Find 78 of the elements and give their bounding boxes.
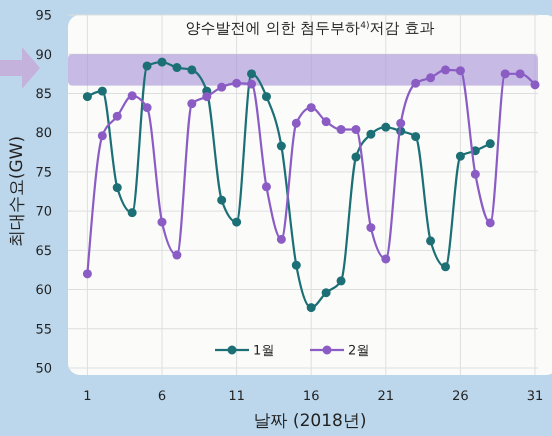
point bbox=[276, 142, 286, 150]
point bbox=[98, 131, 107, 140]
point bbox=[381, 122, 390, 132]
x-tick-label: 6 bbox=[158, 389, 166, 404]
point bbox=[322, 288, 331, 298]
point bbox=[142, 61, 152, 70]
point bbox=[306, 303, 316, 312]
point bbox=[486, 218, 495, 228]
point bbox=[82, 92, 92, 102]
point bbox=[128, 208, 137, 218]
y-tick-label: 80 bbox=[35, 126, 52, 142]
point bbox=[411, 78, 420, 88]
point bbox=[351, 125, 360, 134]
point bbox=[456, 66, 465, 76]
legend-label: 1월 bbox=[253, 344, 274, 359]
point bbox=[396, 118, 406, 128]
point bbox=[82, 269, 92, 278]
y-tick-label: 65 bbox=[35, 244, 52, 259]
y-tick-label: 90 bbox=[35, 48, 52, 63]
point bbox=[98, 86, 107, 96]
point bbox=[500, 69, 510, 78]
point bbox=[262, 182, 271, 192]
point bbox=[440, 65, 450, 74]
point bbox=[292, 118, 301, 128]
x-tick-label: 16 bbox=[302, 389, 320, 404]
point bbox=[336, 276, 346, 286]
point bbox=[172, 250, 182, 260]
point bbox=[172, 63, 182, 72]
point bbox=[262, 92, 271, 102]
point bbox=[142, 103, 152, 112]
y-tick-label: 70 bbox=[35, 204, 52, 220]
point bbox=[336, 125, 346, 134]
y-axis-title: 최대수요(GW) bbox=[7, 136, 27, 248]
y-tick-label: 75 bbox=[35, 165, 52, 180]
point bbox=[440, 262, 450, 272]
point bbox=[187, 99, 196, 108]
point bbox=[217, 82, 226, 92]
point bbox=[351, 152, 360, 162]
x-tick-label: 11 bbox=[228, 389, 245, 404]
point bbox=[247, 69, 256, 78]
point bbox=[426, 236, 436, 246]
point bbox=[322, 117, 331, 126]
point bbox=[112, 183, 122, 192]
x-tick-label: 31 bbox=[526, 389, 544, 404]
point bbox=[247, 80, 256, 89]
chart-title: 양수발전에 의한 첨두부하$^{4)}$저감 효과 bbox=[186, 19, 434, 37]
point bbox=[411, 132, 420, 142]
point bbox=[217, 196, 226, 205]
point bbox=[366, 223, 376, 232]
point bbox=[232, 218, 242, 227]
y-tick-label: 85 bbox=[35, 86, 52, 102]
x-tick-label: 1 bbox=[83, 389, 92, 404]
point bbox=[292, 260, 301, 270]
point bbox=[381, 254, 390, 264]
point bbox=[456, 152, 465, 161]
y-tick-label: 55 bbox=[35, 322, 52, 338]
point bbox=[426, 73, 436, 82]
point bbox=[530, 80, 540, 90]
point bbox=[158, 58, 166, 67]
x-tick-label: 21 bbox=[378, 389, 394, 404]
y-tick-label: 50 bbox=[35, 362, 52, 377]
x-axis-title: 날짜 (2018년) bbox=[254, 411, 366, 431]
point bbox=[202, 92, 212, 102]
point bbox=[486, 139, 495, 148]
point bbox=[470, 170, 480, 179]
point bbox=[187, 65, 196, 74]
point bbox=[366, 130, 376, 139]
point bbox=[158, 218, 166, 227]
legend-label: 2월 bbox=[348, 344, 370, 359]
point bbox=[232, 78, 242, 88]
point bbox=[516, 69, 525, 78]
point bbox=[306, 103, 316, 112]
point bbox=[112, 112, 122, 121]
x-tick-label: 26 bbox=[452, 389, 469, 404]
point bbox=[128, 91, 137, 100]
y-tick-label: 60 bbox=[35, 283, 52, 298]
point bbox=[276, 234, 286, 244]
y-tick-label: 95 bbox=[35, 8, 52, 24]
